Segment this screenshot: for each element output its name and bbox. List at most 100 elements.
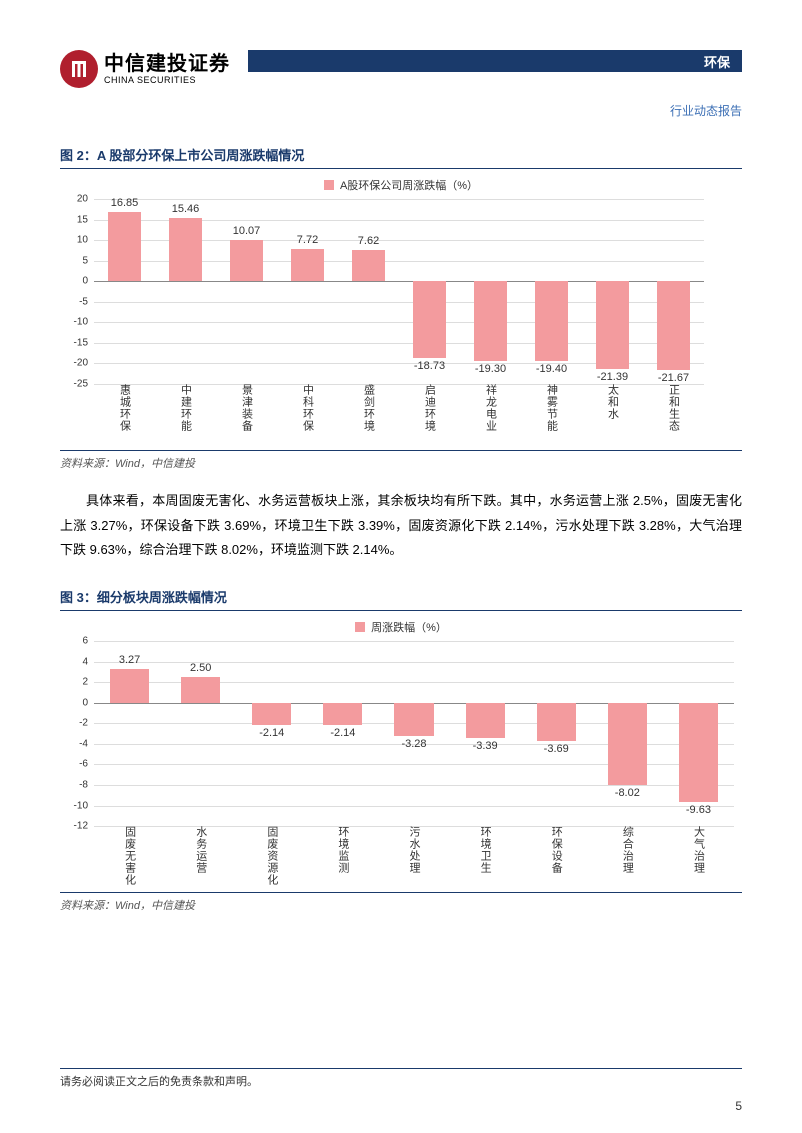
xaxis-category-label: 祥龙电业 <box>484 384 496 432</box>
bar <box>352 250 386 281</box>
xaxis-category-label: 盛剑环境 <box>362 384 374 432</box>
figure-3-source: 资料来源：Wind，中信建投 <box>60 892 742 913</box>
bar-value-label: -21.67 <box>644 372 704 384</box>
bar-value-label: -19.40 <box>522 363 582 375</box>
bar-value-label: -19.30 <box>461 363 521 375</box>
bar <box>474 281 508 360</box>
footer-disclaimer: 请务必阅读正文之后的免责条款和声明。 <box>60 1073 258 1089</box>
xaxis-category-label: 大气治理 <box>692 826 704 874</box>
xaxis-category-label: 水务运营 <box>195 826 207 874</box>
footer: 请务必阅读正文之后的免责条款和声明。 <box>60 1068 742 1089</box>
bar <box>291 249 325 281</box>
xaxis-category-label: 环保设备 <box>550 826 562 874</box>
figure-2-legend-text: A股环保公司周涨跌幅（%） <box>340 177 478 193</box>
bar <box>413 281 447 358</box>
ytick-label: -20 <box>74 358 88 369</box>
figure-2-title: 图 2：A 股部分环保上市公司周涨跌幅情况 <box>60 145 742 169</box>
figure-3-title: 图 3：细分板块周涨跌幅情况 <box>60 587 742 611</box>
bar <box>169 218 203 282</box>
ytick-label: -25 <box>74 379 88 390</box>
bar <box>466 703 505 738</box>
bar <box>181 677 220 703</box>
legend-swatch-icon <box>355 622 365 632</box>
xaxis-category-label: 中建环能 <box>179 384 191 432</box>
xaxis-category-label: 正和生态 <box>667 384 679 432</box>
ytick-label: -12 <box>74 821 88 832</box>
bar-value-label: 2.50 <box>171 662 231 674</box>
header-category-bar: 环保 <box>248 50 742 72</box>
logo-text-cn: 中信建投证券 <box>104 54 230 74</box>
xaxis-category-label: 环境卫生 <box>479 826 491 874</box>
ytick-label: 6 <box>82 636 88 647</box>
bar <box>108 212 142 281</box>
bar-value-label: -8.02 <box>597 787 657 799</box>
ytick-label: -4 <box>79 738 88 749</box>
xaxis-category-label: 中科环保 <box>301 384 313 432</box>
bar <box>394 703 433 737</box>
bar-value-label: -9.63 <box>668 804 728 816</box>
xaxis-category-label: 神雾节能 <box>545 384 557 432</box>
ytick-label: -10 <box>74 800 88 811</box>
xaxis-category-label: 启迪环境 <box>423 384 435 432</box>
bar-value-label: 7.62 <box>339 235 399 247</box>
ytick-label: -8 <box>79 779 88 790</box>
ytick-label: 5 <box>82 255 88 266</box>
ytick-label: -2 <box>79 718 88 729</box>
bar <box>535 281 569 361</box>
bar-value-label: 3.27 <box>100 654 160 666</box>
page-header: 中信建投证券 CHINA SECURITIES 环保 <box>60 50 742 88</box>
figure-3-yaxis: -12-10-8-6-4-20246 <box>60 641 90 826</box>
page-number: 5 <box>735 1099 742 1113</box>
xaxis-category-label: 综合治理 <box>621 826 633 874</box>
ytick-label: 0 <box>82 697 88 708</box>
xaxis-category-label: 惠城环保 <box>118 384 130 432</box>
bar-value-label: 15.46 <box>156 203 216 215</box>
header-category: 环保 <box>704 52 730 71</box>
figure-2-yaxis: -25-20-15-10-505101520 <box>60 199 90 384</box>
ytick-label: 10 <box>77 235 88 246</box>
figure-2: 图 2：A 股部分环保上市公司周涨跌幅情况 A股环保公司周涨跌幅（%） -25-… <box>60 145 742 471</box>
bar-value-label: -2.14 <box>313 727 373 739</box>
xaxis-category-label: 污水处理 <box>408 826 420 874</box>
figure-3-xaxis: 固废无害化水务运营固废资源化环境监测污水处理环境卫生环保设备综合治理大气治理 <box>94 826 734 886</box>
bar <box>252 703 291 725</box>
bar-value-label: -18.73 <box>400 360 460 372</box>
ytick-label: 4 <box>82 656 88 667</box>
body-paragraph: 具体来看，本周固废无害化、水务运营板块上涨，其余板块均有所下跌。其中，水务运营上… <box>60 489 742 563</box>
xaxis-category-label: 环境监测 <box>337 826 349 874</box>
xaxis-category-label: 太和水 <box>606 384 618 420</box>
figure-2-bars: 16.8515.4610.077.727.62 -18.73-19.30-19.4… <box>94 199 704 384</box>
bar <box>596 281 630 369</box>
ytick-label: -6 <box>79 759 88 770</box>
figure-3: 图 3：细分板块周涨跌幅情况 周涨跌幅（%） -12 -10 -8 -6 -4 -2 0 2 4… <box>60 587 742 913</box>
bar <box>608 703 647 785</box>
bar <box>323 703 362 725</box>
bar-value-label: 7.72 <box>278 234 338 246</box>
bar-value-label: -3.69 <box>526 743 586 755</box>
subheader: 行业动态报告 <box>60 102 742 119</box>
logo-block: 中信建投证券 CHINA SECURITIES <box>60 50 230 88</box>
logo-icon <box>60 50 98 88</box>
ytick-label: -10 <box>74 317 88 328</box>
figure-3-legend-text: 周涨跌幅（%） <box>371 619 447 635</box>
figure-2-plot: -25-20-15-10-505101520 16.8515.4610.077.… <box>94 199 704 384</box>
bar-value-label: -3.28 <box>384 738 444 750</box>
bar <box>679 703 718 802</box>
logo-text-en: CHINA SECURITIES <box>104 76 230 85</box>
bar-value-label: -21.39 <box>583 371 643 383</box>
figure-2-legend: A股环保公司周涨跌幅（%） <box>60 177 742 193</box>
figure-2-source: 资料来源：Wind，中信建投 <box>60 450 742 471</box>
figure-3-legend: 周涨跌幅（%） <box>60 619 742 635</box>
figure-3-plot: -12-10-8-6-4-20246 3.272.50-2.14-2.14-3.… <box>94 641 734 826</box>
bar-value-label: -3.39 <box>455 740 515 752</box>
ytick-label: 15 <box>77 214 88 225</box>
ytick-label: -15 <box>74 337 88 348</box>
xaxis-category-label: 景津装备 <box>240 384 252 432</box>
ytick-label: 0 <box>82 276 88 287</box>
xaxis-category-label: 固废无害化 <box>124 826 136 886</box>
figure-3-bars: 3.272.50-2.14-2.14-3.28-3.39-3.69-8.02-9… <box>94 641 734 826</box>
ytick-label: 2 <box>82 677 88 688</box>
legend-swatch-icon <box>324 180 334 190</box>
bar-value-label: 16.85 <box>95 197 155 209</box>
bar-value-label: 10.07 <box>217 225 277 237</box>
